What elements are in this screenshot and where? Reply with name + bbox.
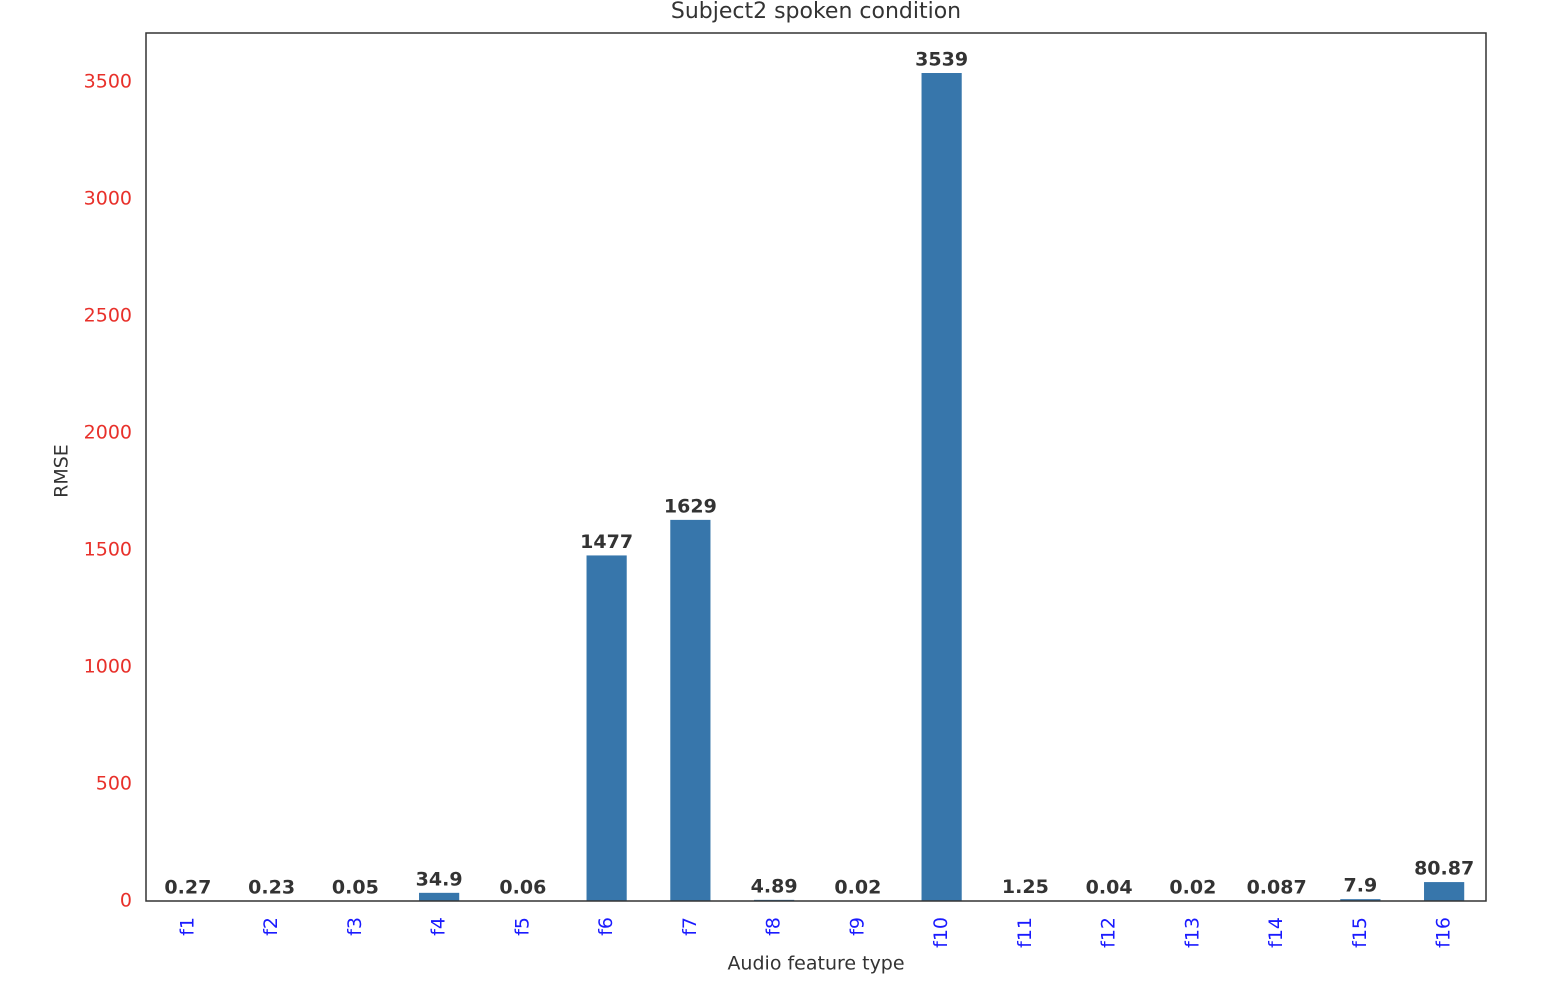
value-label: 0.087 — [1247, 876, 1307, 898]
value-label: 0.02 — [834, 876, 881, 898]
x-tick-label: f9 — [846, 917, 868, 936]
value-label: 0.04 — [1086, 876, 1133, 898]
bar — [921, 73, 962, 901]
bar — [1340, 899, 1381, 901]
y-tick-label: 3500 — [84, 71, 132, 93]
value-label: 0.06 — [499, 876, 546, 898]
chart-title: Subject2 spoken condition — [671, 0, 961, 24]
value-label: 1629 — [664, 495, 717, 517]
value-label: 0.05 — [332, 876, 379, 898]
y-tick-label: 500 — [96, 773, 132, 795]
x-tick-label: f12 — [1098, 917, 1120, 948]
bar — [419, 892, 460, 901]
y-tick-label: 1500 — [84, 539, 132, 561]
x-axis-label: Audio feature type — [727, 953, 904, 975]
x-tick-label: f3 — [344, 917, 366, 936]
y-axis-label: RMSE — [51, 444, 73, 498]
x-tick-label: f11 — [1014, 917, 1036, 948]
y-tick-label: 0 — [120, 890, 132, 912]
x-tick-label: f10 — [930, 917, 952, 948]
value-label: 0.27 — [164, 876, 211, 898]
value-label: 7.9 — [1344, 875, 1378, 897]
y-tick-label: 2000 — [84, 422, 132, 444]
plot-frame — [145, 32, 1487, 902]
x-tick-label: f8 — [763, 917, 785, 936]
value-label: 4.89 — [751, 875, 798, 897]
x-tick-label: f2 — [260, 917, 282, 936]
bar — [586, 555, 627, 901]
x-tick-label: f5 — [511, 917, 533, 936]
value-label: 80.87 — [1414, 858, 1474, 880]
value-label: 3539 — [915, 49, 968, 71]
value-label: 0.02 — [1169, 876, 1216, 898]
x-tick-label: f14 — [1265, 917, 1287, 948]
x-tick-label: f4 — [428, 917, 450, 936]
x-tick-label: f15 — [1349, 917, 1371, 948]
value-label: 34.9 — [416, 868, 463, 890]
value-label: 1477 — [580, 531, 633, 553]
y-tick-label: 3000 — [84, 188, 132, 210]
value-label: 0.23 — [248, 876, 295, 898]
x-tick-label: f6 — [595, 917, 617, 936]
value-label: 1.25 — [1002, 876, 1049, 898]
x-tick-label: f16 — [1433, 917, 1455, 948]
bar — [670, 519, 711, 901]
x-tick-label: f7 — [679, 917, 701, 936]
bar — [1424, 882, 1465, 901]
x-tick-label: f13 — [1181, 917, 1203, 948]
x-tick-label: f1 — [176, 917, 198, 936]
y-tick-label: 1000 — [84, 656, 132, 678]
y-tick-label: 2500 — [84, 305, 132, 327]
